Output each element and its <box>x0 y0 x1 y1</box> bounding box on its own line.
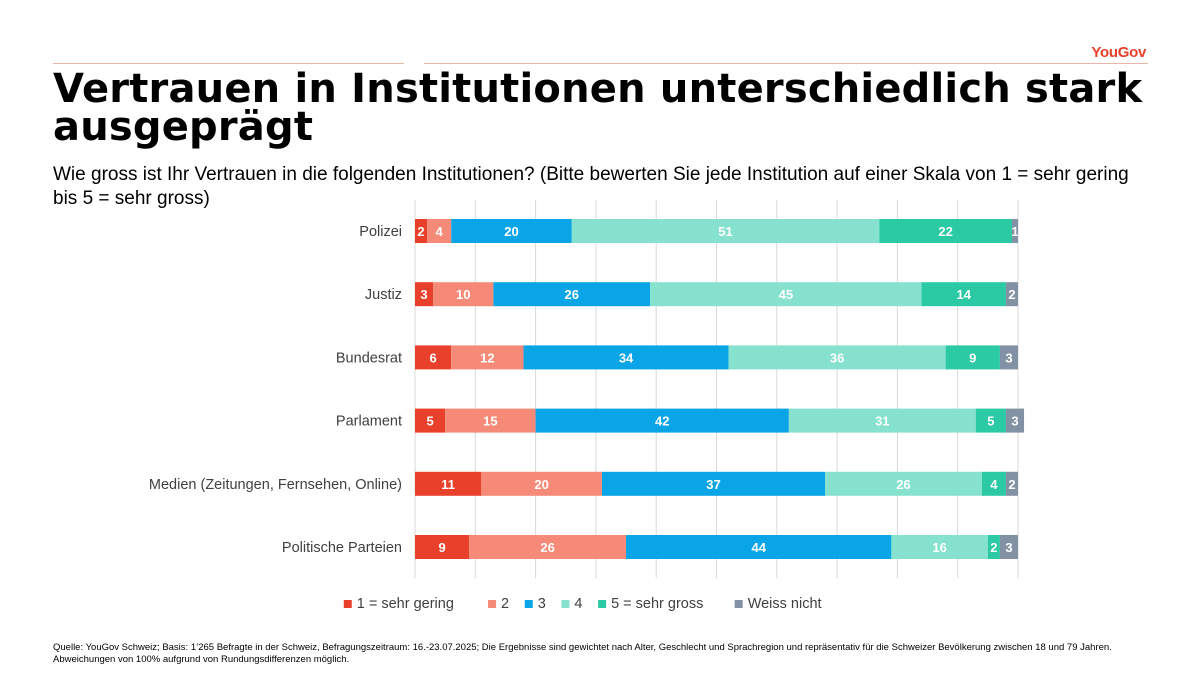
bar-segment <box>415 282 434 307</box>
data-label: 20 <box>504 224 518 239</box>
page-title: Vertrauen in Institutionen unterschiedli… <box>53 66 1143 150</box>
data-label: 15 <box>483 414 497 429</box>
bar-segment <box>825 471 982 496</box>
data-label: 14 <box>956 287 971 302</box>
data-label: 6 <box>429 350 436 365</box>
legend-label: 2 <box>501 596 509 612</box>
data-label: 3 <box>1011 414 1018 429</box>
category-label: Justiz <box>365 287 402 303</box>
bar-segment <box>535 408 789 433</box>
data-label: 51 <box>718 224 732 239</box>
bar-segment <box>415 471 482 496</box>
bar-segment <box>493 282 651 307</box>
category-label: Bundesrat <box>336 350 402 366</box>
data-label: 26 <box>540 540 554 555</box>
bar-segment <box>626 535 892 559</box>
data-label: 4 <box>990 477 998 492</box>
bar-segment <box>1005 282 1018 307</box>
bar-segment <box>433 282 494 307</box>
bar-segment <box>523 345 729 370</box>
legend-label: 1 = sehr gering <box>357 596 454 612</box>
data-label: 2 <box>990 540 997 555</box>
data-label: 3 <box>420 287 427 302</box>
bar-segment <box>571 219 880 243</box>
bar-segment <box>601 471 826 496</box>
bar-segment <box>981 471 1006 496</box>
bar-segment <box>415 535 470 559</box>
data-label: 42 <box>655 414 669 429</box>
legend-swatch <box>734 600 743 608</box>
data-label: 2 <box>1008 477 1015 492</box>
data-label: 16 <box>932 540 946 555</box>
bar-segment <box>1005 408 1025 433</box>
category-label: Polizei <box>359 224 402 240</box>
top-rule-right <box>424 63 1148 64</box>
bar-segment <box>451 219 572 243</box>
legend-swatch <box>561 600 570 608</box>
page-subtitle: Wie gross ist Ihr Vertrauen in die folge… <box>53 164 1129 209</box>
data-label: 2 <box>417 224 424 239</box>
data-label: 9 <box>439 540 446 555</box>
bar-segment <box>945 345 1000 370</box>
brand-logo: YouGov <box>1091 44 1146 61</box>
bar-segment <box>999 345 1018 370</box>
data-label: 22 <box>938 224 952 239</box>
data-label: 34 <box>619 350 634 365</box>
data-label: 31 <box>875 414 889 429</box>
data-label: 44 <box>751 540 766 555</box>
bar-segment <box>728 345 946 370</box>
bar-segment <box>975 408 1006 433</box>
data-label: 20 <box>534 477 548 492</box>
data-label: 2 <box>1008 287 1015 302</box>
bar-segment <box>427 219 452 243</box>
bar-segment <box>415 345 452 370</box>
category-label: Politische Parteien <box>282 540 402 556</box>
data-label: 3 <box>1005 350 1012 365</box>
bar-segment <box>445 408 536 433</box>
bar-segment <box>415 219 428 243</box>
bar-segment <box>891 535 988 559</box>
bar-segment <box>451 345 524 370</box>
data-label: 5 <box>987 414 994 429</box>
bar-segment <box>1011 219 1018 243</box>
bar-segment <box>415 408 446 433</box>
data-label: 10 <box>456 287 470 302</box>
bar-segment <box>921 282 1006 307</box>
data-label: 1 <box>1011 224 1018 239</box>
legend-label: 5 = sehr gross <box>611 596 703 612</box>
top-rule-left <box>53 63 404 64</box>
bar-segment <box>1005 471 1018 496</box>
source-footnote: Quelle: YouGov Schweiz; Basis: 1’265 Bef… <box>53 642 1112 665</box>
data-label: 26 <box>896 477 910 492</box>
legend-swatch <box>598 600 607 608</box>
bar-segment <box>469 535 627 559</box>
bar-segment <box>987 535 1000 559</box>
category-label: Parlament <box>336 414 402 430</box>
legend-swatch <box>343 600 352 608</box>
bar-segment <box>650 282 922 307</box>
data-label: 26 <box>565 287 579 302</box>
bar-segment <box>481 471 602 496</box>
data-label: 5 <box>426 414 433 429</box>
data-label: 37 <box>706 477 720 492</box>
data-label: 9 <box>969 350 976 365</box>
legend-label: Weiss nicht <box>748 596 822 612</box>
data-label: 11 <box>441 477 455 492</box>
legend-label: 3 <box>538 596 546 612</box>
legend-label: 4 <box>574 596 582 612</box>
bar-segment <box>788 408 976 433</box>
legend-swatch <box>524 600 533 608</box>
legend-swatch <box>488 600 497 608</box>
category-label: Medien (Zeitungen, Fernsehen, Online) <box>149 477 402 493</box>
data-label: 36 <box>830 350 844 365</box>
data-label: 4 <box>436 224 444 239</box>
data-label: 3 <box>1005 540 1012 555</box>
data-label: 12 <box>480 350 494 365</box>
data-label: 45 <box>779 287 793 302</box>
bar-segment <box>999 535 1018 559</box>
bar-segment <box>879 219 1012 243</box>
